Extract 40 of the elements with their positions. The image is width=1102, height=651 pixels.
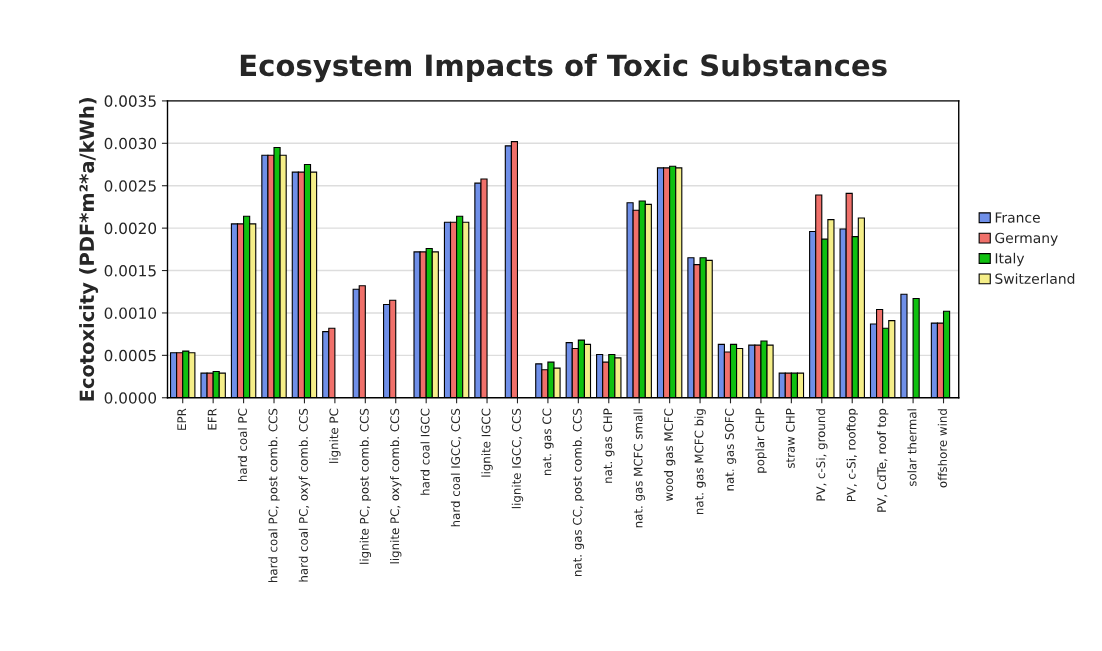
x-tick-label: nat. gas MCFC small [633, 409, 645, 528]
x-tick-label: nat. gas SOFC [724, 408, 737, 491]
y-tick-label: 0.0015 [104, 265, 156, 277]
x-tick-label: hard coal IGCC [420, 408, 430, 495]
x-tick-label: EPR [177, 408, 186, 430]
x-tick-label: hard coal PC, post comb. CCS [268, 408, 280, 583]
y-tick-label: 0.0025 [104, 180, 156, 192]
x-tick-label: lignite PC [329, 408, 341, 463]
y-axis-title: Ecotoxicity (PDF*m²*a/kWh) [79, 98, 99, 401]
y-tick-label: 0.0010 [104, 307, 157, 319]
y-tick-label: 0.0020 [104, 222, 157, 235]
y-tick-label: 0.0035 [104, 95, 156, 107]
y-tick-label: 0.0000 [104, 392, 157, 404]
chart-title: Ecosystem Impacts of Toxic Substances [240, 53, 887, 83]
x-tick-label: lignite PC, post comb. CCS [359, 408, 372, 564]
x-tick-label: straw CHP [785, 408, 795, 469]
x-tick-label: wood gas MCFC [663, 408, 676, 502]
legend-label: Italy [995, 252, 1025, 267]
x-tick-label: hard coal PC, oxyf comb. CCS [298, 408, 311, 582]
x-tick-label: hard coal PC [237, 408, 248, 482]
x-tick-label: lignite IGCC [481, 408, 493, 477]
x-tick-label: EFR [207, 408, 217, 430]
x-tick-label: nat. gas CC, post comb. CCS [572, 408, 585, 577]
y-tick-label: 0.0005 [104, 349, 156, 362]
x-tick-label: nat. gas MCFC big [694, 409, 706, 515]
x-tick-label: hard coal IGCC, CCS [450, 408, 462, 527]
legend-label: France [995, 212, 1040, 223]
legend-label: Switzerland [995, 273, 1075, 284]
x-tick-label: nat. gas CC [542, 408, 554, 476]
x-tick-label: lignite IGCC, CCS [511, 408, 524, 509]
x-tick-label: solar thermal [907, 409, 917, 487]
x-tick-label: lignite PC, oxyf comb. CCS [390, 408, 402, 564]
x-tick-label: nat. gas CHP [603, 408, 615, 483]
x-tick-label: PV, CdTe, roof top [876, 408, 889, 512]
x-tick-label: offshore wind [937, 409, 947, 488]
legend-label: Germany [995, 232, 1058, 246]
x-tick-label: PV, c-Si, rooftop [846, 408, 858, 502]
x-tick-label: PV, c-Si, ground [816, 409, 828, 501]
x-tick-label: poplar CHP [755, 408, 767, 473]
y-tick-label: 0.0030 [104, 137, 157, 150]
